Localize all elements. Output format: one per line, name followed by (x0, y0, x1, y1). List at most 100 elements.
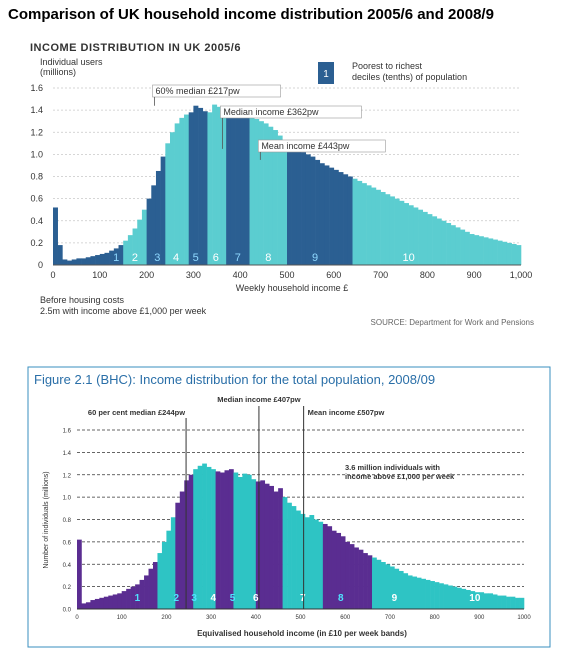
fig2-bar (202, 463, 207, 609)
fig1-bar (343, 174, 349, 265)
fig1-decile-label: 7 (235, 252, 241, 264)
fig2-bar (452, 586, 458, 609)
fig1-ylabel-line1: Individual users (40, 57, 103, 67)
fig2-bar (139, 579, 145, 609)
fig1-bar (216, 106, 222, 266)
fig2-bar (135, 584, 140, 609)
fig1-bar (333, 169, 339, 265)
fig1-bar (198, 107, 204, 265)
fig1-decile-label: 2 (132, 252, 138, 264)
fig2-bar (126, 588, 131, 609)
fig1-bar (385, 194, 391, 265)
fig2-bar (331, 530, 337, 609)
fig1-bar (492, 239, 498, 265)
fig1-annotation-label: Mean income £443pw (261, 141, 350, 151)
fig2-bar (501, 595, 507, 609)
fig2-y-tick-label: 0.6 (63, 540, 72, 546)
fig1-bar (361, 183, 367, 265)
fig1-bar (249, 117, 255, 266)
fig1-bar (483, 237, 489, 265)
fig1-bar (441, 220, 447, 265)
fig1-x-tick-label: 0 (50, 270, 55, 280)
fig1-bar (207, 112, 213, 266)
fig2-bar (282, 497, 288, 609)
fig1-bar (57, 245, 63, 265)
fig1-bar (511, 243, 517, 265)
fig1-y-tick-label: 0.6 (30, 194, 43, 204)
fig1-bar (272, 130, 278, 265)
fig2-y-tick-label: 1.6 (63, 429, 72, 435)
fig2-ylabel: Number of individuals (millions) (43, 471, 50, 568)
fig2-bar (439, 583, 444, 609)
fig2-bar (157, 553, 163, 609)
fig2-x-tick-label: 400 (251, 615, 262, 621)
fig1-decile-label: 9 (312, 252, 318, 264)
fig2-y-tick-label: 1.2 (63, 473, 72, 479)
fig1-bar (371, 187, 377, 265)
fig1-bar (338, 172, 344, 265)
fig2-bar (81, 603, 87, 609)
fig2-bar (309, 515, 315, 609)
fig1-bar (347, 176, 353, 265)
fig1-bar (151, 185, 157, 265)
fig1-bar (464, 231, 470, 265)
fig1-y-tick-label: 0.4 (30, 216, 43, 226)
fig1-plot-area: 0 0.2 0.4 0.6 0.8 1.0 1.2 1.4 1.6 0 100 200 300 400 50… (30, 83, 532, 280)
fig1-legend-line1: Poorest to richest (352, 61, 423, 71)
fig2-bar (264, 483, 270, 609)
fig2-x-tick-label: 200 (161, 615, 172, 621)
fig1-legend-swatch (318, 62, 334, 84)
fig1-legend-line2: deciles (tenths) of population (352, 72, 467, 82)
fig1-legend-box-label: 1 (323, 69, 329, 80)
fig2-bar (372, 557, 377, 609)
fig1-bar (399, 200, 405, 265)
fig2-bar (380, 562, 386, 609)
fig2-bar (220, 472, 225, 609)
fig1-x-tick-label: 400 (233, 270, 248, 280)
fig2-bar (94, 598, 100, 609)
fig1-bar (230, 106, 236, 266)
fig1-y-tick-label: 1.0 (30, 149, 43, 159)
fig2-bar (483, 593, 489, 609)
fig1-bar (460, 229, 466, 265)
fig2-bar (251, 479, 257, 609)
fig1-source: SOURCE: Department for Work and Pensions (371, 318, 534, 327)
fig1-footnote-line2: 2.5m with income above £1,000 per week (40, 306, 207, 316)
fig1-bar (179, 117, 185, 266)
fig2-bar (510, 596, 516, 609)
fig2-bar (385, 564, 391, 609)
fig2-decile-label: 1 (135, 593, 141, 604)
fig1-decile-label: 6 (213, 252, 219, 264)
fig2-x-tick-label: 800 (430, 615, 441, 621)
fig1-bar (427, 214, 433, 265)
fig1-bar (244, 115, 250, 265)
fig1-bar (296, 148, 302, 265)
fig1-bar (184, 114, 190, 265)
fig2-bar (389, 566, 395, 609)
fig1-decile-label: 8 (265, 252, 271, 264)
fig2-x-tick-label: 1000 (517, 615, 531, 621)
fig1-bar (188, 112, 194, 266)
fig1-bar (155, 170, 161, 265)
fig2-bar (304, 517, 310, 609)
fig2-bar (345, 541, 350, 609)
fig1-bar (141, 209, 147, 265)
fig1-bar (99, 253, 105, 265)
fig2-bar (255, 481, 261, 609)
fig1-bar (137, 219, 143, 265)
fig2-y-tick-label: 1.4 (63, 451, 72, 457)
fig2-y-tick-label: 0.8 (63, 518, 72, 524)
fig2-bar (278, 488, 283, 609)
fig1-bar (132, 228, 138, 265)
fig1-bar (104, 252, 110, 265)
fig1-bar (422, 211, 428, 265)
fig2-bar (242, 473, 248, 609)
fig2-x-tick-label: 0 (75, 615, 79, 621)
fig1-annotation-box (220, 105, 362, 119)
fig1-bar (469, 234, 475, 265)
fig2-bar (121, 591, 127, 609)
fig2-bar (260, 480, 266, 609)
fig1-decile-label: 3 (154, 252, 160, 264)
fig1-bar (324, 165, 330, 265)
fig2-bar (103, 596, 109, 609)
